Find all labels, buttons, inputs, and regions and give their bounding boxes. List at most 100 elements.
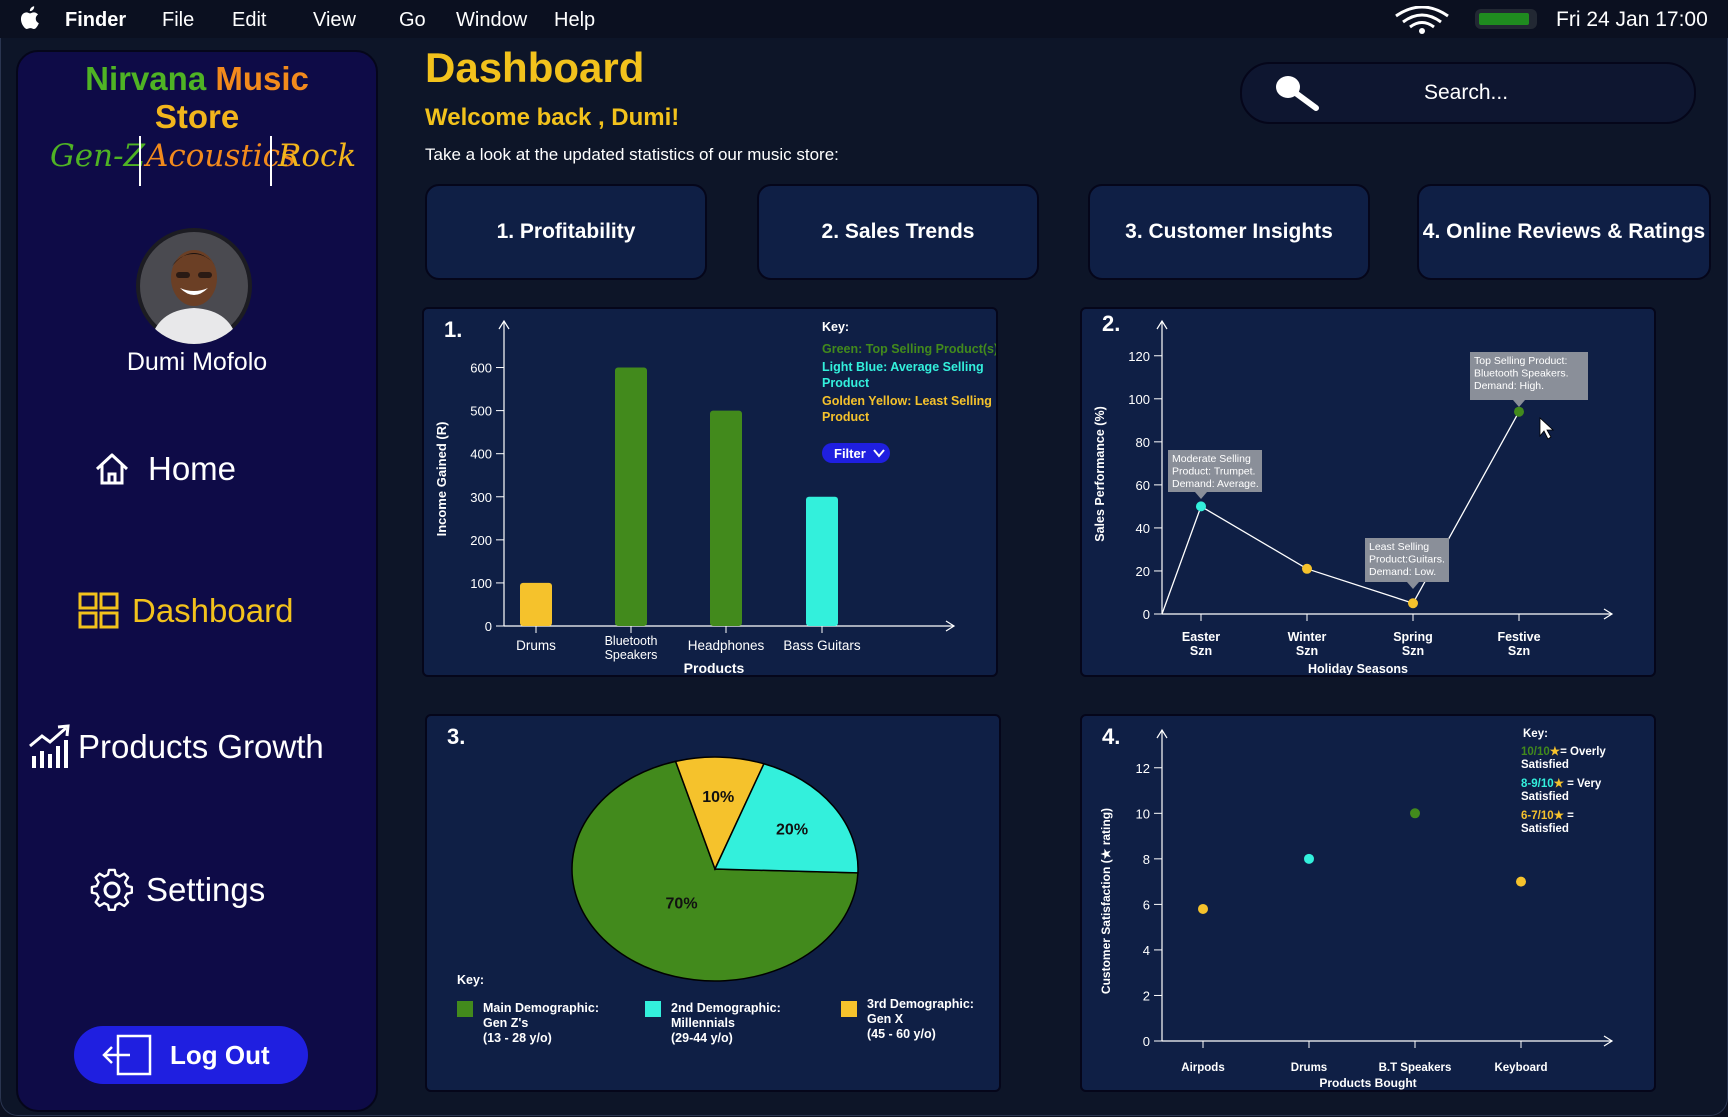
clock[interactable]: Fri 24 Jan 17:00: [1556, 8, 1708, 31]
y-tick-label: 100: [1128, 392, 1150, 407]
battery-icon[interactable]: [1475, 9, 1537, 29]
x-axis-arrow: [1603, 1035, 1614, 1047]
welcome-message: Welcome back , Dumi!: [425, 104, 680, 131]
y-tick-label: 0: [1143, 607, 1150, 622]
panel-number: 1.: [444, 317, 463, 342]
tab-customer-insights[interactable]: 3. Customer Insights: [1088, 184, 1370, 280]
legend-entry: Millennials: [671, 1016, 735, 1030]
y-tick-label: 0: [1143, 1034, 1150, 1049]
x-tick-label: Airpods: [1181, 1062, 1224, 1074]
nav-dashboard-label: Dashboard: [132, 592, 294, 629]
menu-help[interactable]: Help: [554, 9, 596, 31]
nav-settings[interactable]: Settings: [90, 868, 265, 912]
genre-acoustics: Acoustics: [146, 138, 296, 174]
customer-insights-panel: 3. 70% 10% 20% Key: Main Demographic: Gen Z's…: [425, 714, 1001, 1092]
home-icon: [95, 453, 129, 485]
data-point-2: [1302, 563, 1312, 574]
user-photo: [140, 232, 248, 344]
nav-home-label: Home: [148, 450, 237, 487]
nav-products-growth[interactable]: Products Growth: [28, 724, 324, 770]
logout-icon: [102, 1034, 152, 1076]
x-tick-label: B.T Speakers: [1379, 1062, 1452, 1074]
x-axis-arrow: [1603, 608, 1614, 620]
x-tick-label: Szn: [1508, 644, 1530, 658]
chevron-down-icon: [873, 449, 885, 458]
legend-entry: 10/10★= Overly: [1521, 745, 1606, 758]
page-title: Dashboard: [425, 44, 645, 91]
legend-entry: Gen Z's: [483, 1016, 528, 1030]
y-tick-label: 10: [1136, 806, 1150, 821]
tab-profitability[interactable]: 1. Profitability: [425, 184, 707, 280]
y-tick-label: 400: [470, 447, 492, 462]
legend-entry: Satisfied: [1521, 823, 1569, 835]
page-subtitle: Take a look at the updated statistics of…: [425, 145, 839, 164]
user-name: Dumi Mofolo: [126, 348, 268, 376]
legend-entry: 3rd Demographic:: [867, 997, 974, 1011]
x-tick-label: Szn: [1190, 644, 1212, 658]
logout-button[interactable]: Log Out: [74, 1026, 308, 1084]
bar-headphones: [710, 410, 742, 626]
sidebar: Nirvana Music Store Gen-Z Acoustics Rock…: [16, 50, 378, 1112]
menu-edit[interactable]: Edit: [232, 9, 267, 31]
y-axis-arrow: [498, 319, 510, 330]
annotation-box: [1168, 450, 1262, 492]
menu-bar: Finder File Edit View Go Window Help Fri…: [0, 0, 1728, 38]
store-logo-line1: Nirvana Music: [85, 60, 309, 97]
legend-entry: Green: Top Selling Product(s): [822, 342, 996, 356]
nav-home[interactable]: Home: [92, 450, 236, 488]
panel-number: 2.: [1102, 311, 1121, 336]
pie-slice-20pct: [713, 762, 859, 874]
tab-sales-trends[interactable]: 2. Sales Trends: [757, 184, 1039, 280]
x-tick-label: Szn: [1402, 644, 1424, 658]
pie-slice-70pct: [571, 760, 859, 982]
x-axis-arrow: [945, 620, 956, 632]
avatar[interactable]: [136, 228, 252, 344]
annotation-text: Moderate Selling: [1172, 453, 1251, 465]
filter-label: Filter: [834, 446, 866, 461]
x-tick-label: Winter: [1288, 630, 1327, 644]
legend-entry: Product: [822, 376, 870, 390]
x-tick-label: Szn: [1296, 644, 1318, 658]
search-bar[interactable]: Search...: [1240, 62, 1696, 124]
y-tick-label: 12: [1136, 761, 1150, 776]
wifi-icon[interactable]: [1393, 6, 1451, 34]
y-axis-label: Income Gained (R): [434, 422, 449, 537]
nav-dashboard[interactable]: Dashboard: [78, 592, 293, 630]
menu-view[interactable]: View: [313, 9, 356, 31]
y-tick-label: 2: [1143, 988, 1150, 1003]
x-axis-label: Products: [684, 660, 745, 675]
cursor-icon: [1539, 417, 1555, 440]
menu-go[interactable]: Go: [399, 9, 426, 31]
profitability-panel: 1. 0 100 200 300 400 500 600 Drums Bluetooth Spea…: [422, 307, 998, 677]
search-icon: [1276, 76, 1319, 111]
annotation-text: Demand: Low.: [1369, 566, 1436, 578]
x-tick-label: Easter: [1182, 630, 1220, 644]
genre-divider: [270, 136, 272, 186]
y-tick-label: 500: [470, 404, 492, 419]
legend-entry: Gen X: [867, 1012, 904, 1026]
x-tick-label: Speakers: [605, 648, 658, 662]
legend-entry: Product: [822, 410, 870, 424]
legend-entry: (45 - 60 y/o): [867, 1027, 936, 1041]
menu-app-name[interactable]: Finder: [65, 9, 127, 31]
legend-entry: Satisfied: [1521, 759, 1569, 771]
y-tick-label: 0: [485, 619, 492, 634]
annotation-text: Bluetooth Speakers.: [1474, 368, 1569, 380]
nav-settings-label: Settings: [146, 871, 266, 908]
annotation-text: Product: Trumpet.: [1172, 466, 1255, 478]
annotation-text: Demand: High.: [1474, 380, 1544, 392]
y-tick-label: 8: [1143, 852, 1150, 867]
pie-slice-label: 70%: [666, 896, 698, 913]
annotation-text: Product:Guitars.: [1369, 554, 1445, 566]
filter-button[interactable]: [822, 443, 890, 463]
apple-icon[interactable]: [18, 5, 44, 31]
panel-number: 3.: [447, 724, 466, 749]
menu-window[interactable]: Window: [456, 9, 528, 31]
pie-chart: 70% 10% 20% Key: Main Demographic:Gen Z's(13…: [457, 756, 974, 1045]
tab-online-reviews[interactable]: 4. Online Reviews & Ratings: [1417, 184, 1711, 280]
genre-divider: [139, 136, 141, 186]
legend-entry: Golden Yellow: Least Selling: [822, 394, 992, 408]
y-tick-label: 600: [470, 361, 492, 376]
legend-entry: Main Demographic:: [483, 1001, 599, 1015]
menu-file[interactable]: File: [162, 9, 195, 31]
